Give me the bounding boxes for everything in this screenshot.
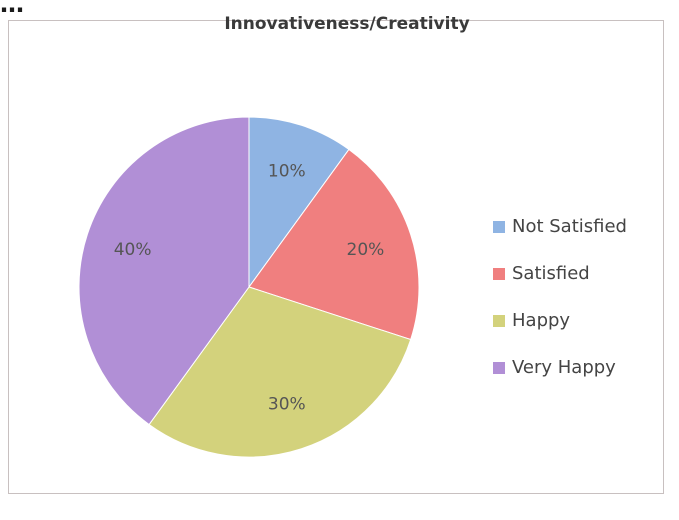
chart-legend: Not Satisfied Satisfied Happy Very Happy <box>493 203 627 391</box>
legend-label: Satisfied <box>512 263 590 284</box>
data-label-not-satisfied: 10% <box>268 162 306 182</box>
legend-swatch <box>493 267 505 280</box>
legend-swatch <box>493 361 505 374</box>
pie-slice-very-happy <box>78 116 250 426</box>
data-label-satisfied: 20% <box>347 240 385 260</box>
legend-item-very-happy: Very Happy <box>493 344 627 391</box>
data-label-happy: 30% <box>268 394 306 414</box>
cropped-heading-text: … <box>0 0 24 12</box>
legend-item-happy: Happy <box>493 297 627 344</box>
chart-title: Innovativeness/Creativity <box>224 14 470 34</box>
legend-swatch <box>493 220 505 233</box>
legend-label: Happy <box>512 310 571 331</box>
pie-slice-not-satisfied <box>248 116 350 289</box>
legend-item-not-satisfied: Not Satisfied <box>493 203 627 250</box>
pie-slice-happy <box>148 286 412 458</box>
legend-swatch <box>493 314 505 327</box>
legend-item-satisfied: Satisfied <box>493 250 627 297</box>
legend-label: Not Satisfied <box>512 216 627 237</box>
pie-slice-satisfied <box>248 148 420 341</box>
cropped-heading-fragment: … <box>0 0 320 12</box>
data-label-very-happy: 40% <box>114 240 152 260</box>
legend-label: Very Happy <box>512 357 616 378</box>
